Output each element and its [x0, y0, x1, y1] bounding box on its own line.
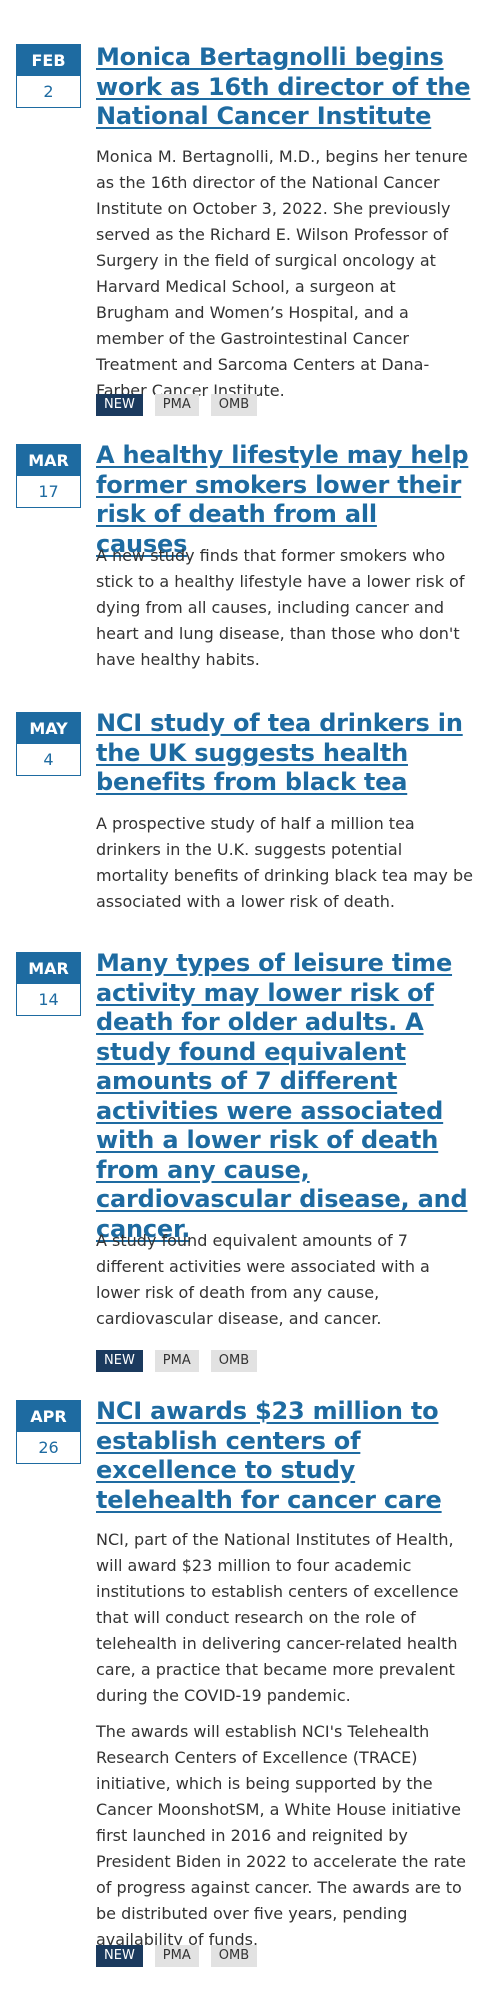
- news-title-link[interactable]: Monica Bertagnolli begins work as 16th d…: [96, 43, 471, 130]
- tag-pma[interactable]: PMA: [154, 1945, 199, 1967]
- news-title-link[interactable]: A healthy lifestyle may help former smok…: [96, 441, 469, 558]
- date-month: MAR: [17, 445, 80, 476]
- date-day: 2: [43, 82, 54, 101]
- tag-list: NEW PMA OMB: [96, 1945, 258, 1967]
- date-day: 4: [43, 750, 54, 769]
- tag-pma[interactable]: PMA: [154, 1350, 199, 1372]
- tag-new[interactable]: NEW: [96, 1350, 143, 1372]
- date-month: FEB: [17, 45, 80, 76]
- news-summary: NCI, part of the National Institutes of …: [96, 1530, 459, 1705]
- news-title-link[interactable]: NCI awards $23 million to establish cent…: [96, 1397, 442, 1514]
- tag-omb[interactable]: OMB: [210, 1350, 258, 1372]
- tag-omb[interactable]: OMB: [210, 394, 258, 416]
- tag-new[interactable]: NEW: [96, 394, 143, 416]
- news-summary: A new study finds that former smokers wh…: [96, 546, 465, 669]
- date-badge: APR 26: [16, 1400, 81, 1464]
- date-month: MAY: [17, 713, 80, 744]
- date-badge: MAY 4: [16, 712, 81, 776]
- news-body: The awards will establish NCI's Teleheal…: [96, 1722, 466, 1949]
- tag-list: NEW PMA OMB: [96, 1350, 258, 1372]
- date-day: 26: [38, 1438, 59, 1457]
- date-badge: MAR 14: [16, 952, 81, 1016]
- news-title-link[interactable]: Many types of leisure time activity may …: [96, 949, 468, 1243]
- news-summary: Monica M. Bertagnolli, M.D., begins her …: [96, 147, 468, 400]
- date-badge: FEB 2: [16, 44, 81, 108]
- news-title-link[interactable]: NCI study of tea drinkers in the UK sugg…: [96, 709, 463, 796]
- date-month: APR: [17, 1401, 80, 1432]
- tag-new[interactable]: NEW: [96, 1945, 143, 1967]
- date-day: 17: [38, 482, 59, 501]
- tag-list: NEW PMA OMB: [96, 394, 258, 416]
- date-day: 14: [38, 990, 59, 1009]
- tag-pma[interactable]: PMA: [154, 394, 199, 416]
- tag-omb[interactable]: OMB: [210, 1945, 258, 1967]
- news-summary: A prospective study of half a million te…: [96, 814, 473, 911]
- date-badge: MAR 17: [16, 444, 81, 508]
- news-summary: A study found equivalent amounts of 7 di…: [96, 1231, 430, 1328]
- date-month: MAR: [17, 953, 80, 984]
